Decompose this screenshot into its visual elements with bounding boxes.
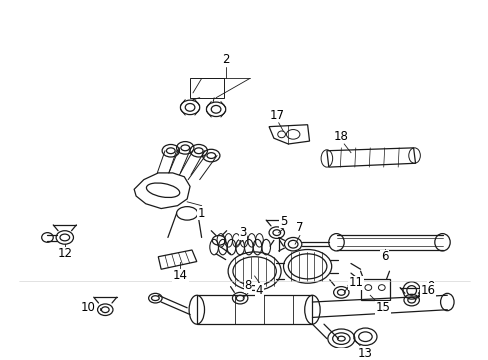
Bar <box>190 78 224 98</box>
Text: 16: 16 <box>420 284 435 297</box>
Text: 8: 8 <box>244 279 251 292</box>
Bar <box>360 279 389 300</box>
Text: 3: 3 <box>239 226 246 239</box>
Text: 14: 14 <box>173 270 187 283</box>
Text: 7: 7 <box>296 221 303 234</box>
Text: 10: 10 <box>81 301 95 314</box>
Text: 1: 1 <box>198 207 205 220</box>
Text: 11: 11 <box>347 276 363 289</box>
Text: 9: 9 <box>427 280 434 293</box>
Text: 6: 6 <box>380 250 387 263</box>
Text: 5: 5 <box>279 215 286 228</box>
Text: 17: 17 <box>269 109 284 122</box>
Text: 4: 4 <box>255 284 263 297</box>
Text: 12: 12 <box>57 247 72 260</box>
Text: 15: 15 <box>375 301 389 314</box>
Text: 2: 2 <box>222 53 229 66</box>
Text: 18: 18 <box>333 130 348 143</box>
Text: 13: 13 <box>357 347 372 360</box>
